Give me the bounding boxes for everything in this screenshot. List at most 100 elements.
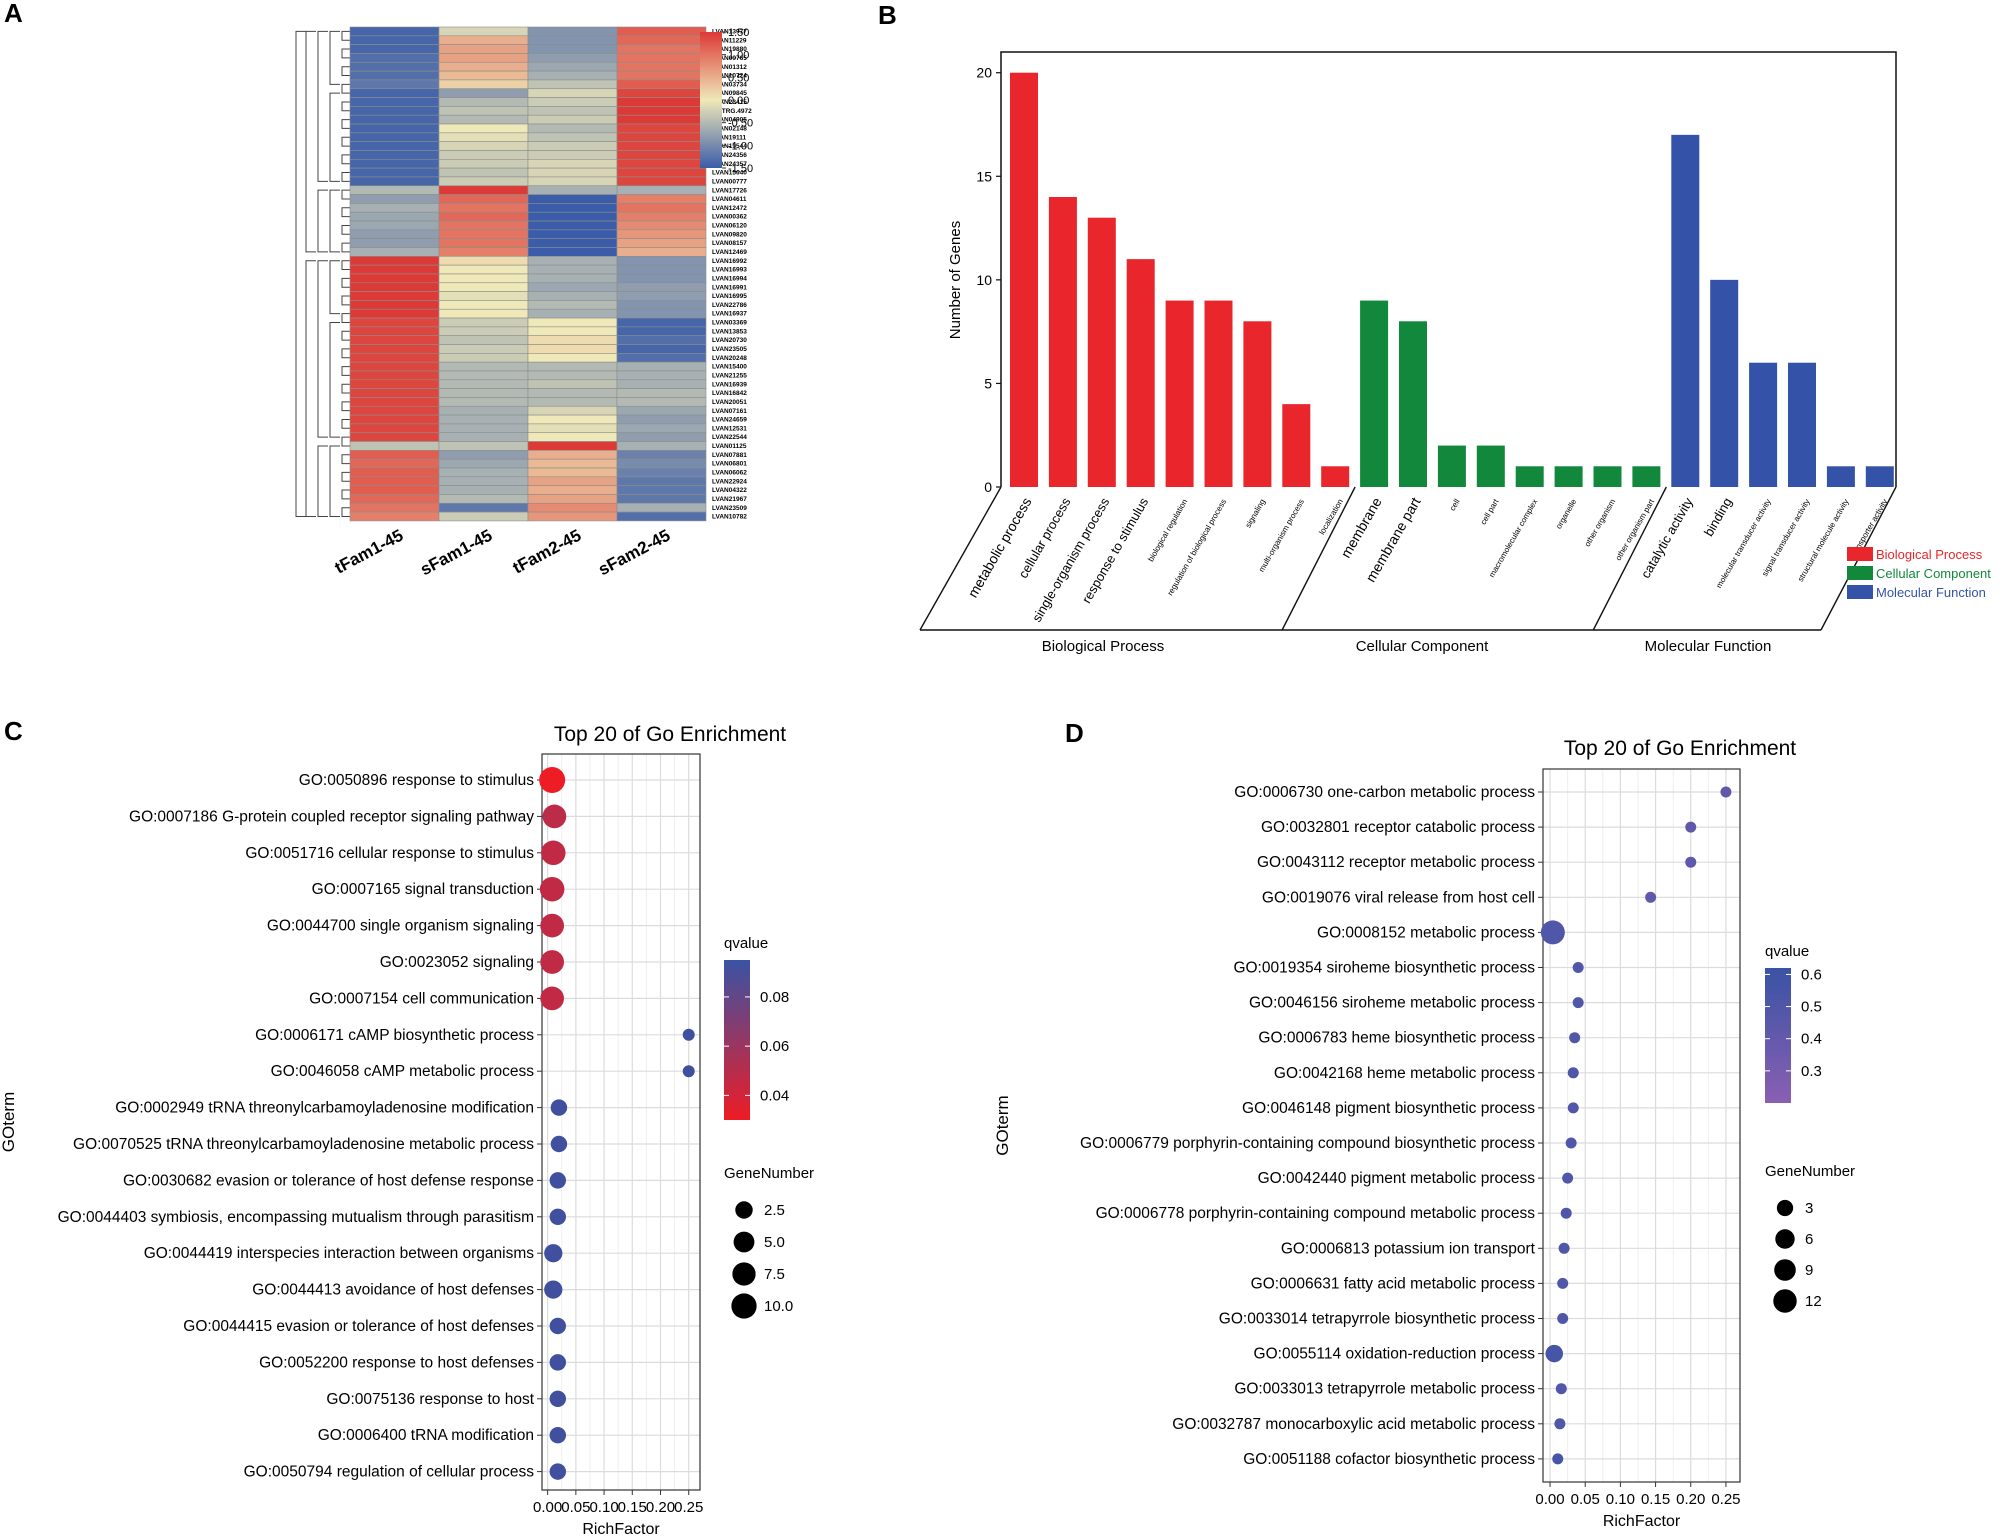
go-term-label: GO:0008152 metabolic process xyxy=(1317,924,1535,941)
heatmap-row-label: LVAN16992 xyxy=(712,258,747,265)
heatmap-cell xyxy=(527,53,618,63)
heatmap-row-label: LVAN24356 xyxy=(712,152,747,159)
enrichment-point xyxy=(542,804,567,829)
go-term-label: GO:0044413 avoidance of host defenses xyxy=(252,1282,534,1299)
heatmap-cell xyxy=(616,185,707,195)
heatmap-cell xyxy=(527,88,618,98)
heatmap-cell xyxy=(527,44,618,54)
bar-cc xyxy=(1476,445,1505,487)
heatmap-row-label: LVAN00777 xyxy=(712,178,747,185)
bar-bp xyxy=(1126,259,1155,487)
dendrogram-branch xyxy=(341,401,350,412)
enrichment-point xyxy=(549,1390,567,1408)
bar-bp xyxy=(1204,300,1233,487)
heatmap-cell xyxy=(349,106,440,116)
dendrogram-branch xyxy=(341,66,350,77)
heatmap-row-label: LVAN04322 xyxy=(712,487,747,494)
heatmap-cell xyxy=(527,282,618,292)
go-term-label: GO:0019076 viral release from host cell xyxy=(1262,889,1535,906)
bar-category-label: metabolic process xyxy=(964,495,1034,601)
enrichment-point xyxy=(539,876,565,902)
x-tick-label: 0.10 xyxy=(589,1499,618,1516)
dendrogram-branch xyxy=(341,224,350,235)
dendrogram-branch xyxy=(341,101,350,112)
heatmap-cell xyxy=(438,467,529,478)
y-tick-label: 20 xyxy=(976,65,992,81)
qvalue-legend-tick: 0.08 xyxy=(760,989,789,1006)
enrichment-point xyxy=(549,1172,567,1189)
plot-frame xyxy=(1000,51,1897,487)
enrichment-point xyxy=(540,950,565,974)
dendrogram-branch xyxy=(341,330,350,341)
qvalue-legend-bar xyxy=(1765,968,1791,1103)
dendrogram-branch xyxy=(317,445,328,518)
enrichment-point xyxy=(1560,1207,1572,1219)
plot-background xyxy=(542,754,700,1490)
heatmap-cell xyxy=(438,35,529,45)
heatmap-row-label: LVAN12469 xyxy=(712,249,747,256)
go-term-label: GO:0044700 single organism signaling xyxy=(267,918,534,935)
heatmap-cell xyxy=(616,141,707,151)
heatmap-cell xyxy=(527,405,618,416)
enrichment-point xyxy=(541,840,566,866)
heatmap-cell xyxy=(349,114,440,125)
x-tick-label: 0.25 xyxy=(1711,1491,1740,1508)
bar-chart-bars xyxy=(1010,72,1894,487)
heatmap-cell xyxy=(527,211,618,222)
heatmap-cell xyxy=(438,317,529,328)
heatmap-row-label: LVAN19111 xyxy=(712,134,746,141)
x-tick-label: 0.05 xyxy=(1571,1491,1600,1508)
enrichment-point xyxy=(549,1317,567,1335)
dendrogram-branch xyxy=(341,436,350,447)
heatmap-column-labels: tFam1-45 sFam1-45 tFam2-45 sFam2-45 xyxy=(332,526,674,580)
heatmap-cell xyxy=(616,476,707,486)
heatmap-cell xyxy=(616,106,707,116)
dendrogram-branch xyxy=(341,383,350,394)
enrichment-point xyxy=(544,1244,563,1263)
heatmap-cell xyxy=(616,511,707,522)
heatmap-cell xyxy=(616,238,707,248)
x-axis-label: RichFactor xyxy=(582,1521,660,1538)
heatmap-cell xyxy=(616,317,707,328)
genenumber-legend-dot xyxy=(1774,1259,1796,1281)
heatmap-cell xyxy=(438,176,529,187)
heatmap-cell xyxy=(438,502,529,513)
heatmap-legend-tick-label: 1.00 xyxy=(728,50,749,62)
heatmap-cell xyxy=(616,273,707,284)
genenumber-legend-label: 9 xyxy=(1805,1262,1813,1279)
heatmap-cell xyxy=(527,432,618,442)
go-term-label: GO:0043112 receptor metabolic process xyxy=(1257,854,1535,871)
heatmap-cell xyxy=(527,308,618,319)
heatmap-cell xyxy=(616,264,707,275)
heatmap-cell xyxy=(349,26,440,37)
heatmap-cell xyxy=(616,220,707,231)
enrichment-point xyxy=(540,913,565,938)
heatmap-cell xyxy=(527,511,618,522)
dendrogram-branch xyxy=(341,119,350,129)
heatmap-row-label: LVAN24659 xyxy=(712,417,747,424)
heatmap-row-label: LVAN16842 xyxy=(712,390,747,397)
enrichment-point xyxy=(1555,1383,1567,1395)
heatmap-cell xyxy=(616,44,707,54)
heatmap-cell xyxy=(349,79,440,90)
heatmap-column-label: sFam2-45 xyxy=(595,526,673,580)
bar-chart-group-brackets: Biological Process Cellular Component Mole… xyxy=(919,486,1897,655)
heatmap-cell xyxy=(438,211,529,222)
dendrogram-branch xyxy=(329,445,340,518)
heatmap-cell xyxy=(616,450,707,460)
heatmap-cell xyxy=(527,256,618,266)
qvalue-legend-tick: 0.04 xyxy=(760,1087,789,1104)
y-tick-label: 0 xyxy=(984,479,992,495)
heatmap-cell xyxy=(438,485,529,495)
heatmap-cell xyxy=(438,344,529,354)
heatmap-cell xyxy=(438,238,529,248)
bar-cc xyxy=(1593,466,1622,487)
bar-chart-axes: 0 5 10 15 20 xyxy=(976,51,1897,495)
enrichment-point xyxy=(1567,1067,1579,1079)
dendrogram-branch xyxy=(329,92,340,182)
legend-swatch xyxy=(1847,566,1873,580)
heatmap-row-label: LVAN16937 xyxy=(712,311,747,318)
y-axis-label: GOterm xyxy=(0,1092,18,1152)
heatmap-cell xyxy=(616,502,707,513)
